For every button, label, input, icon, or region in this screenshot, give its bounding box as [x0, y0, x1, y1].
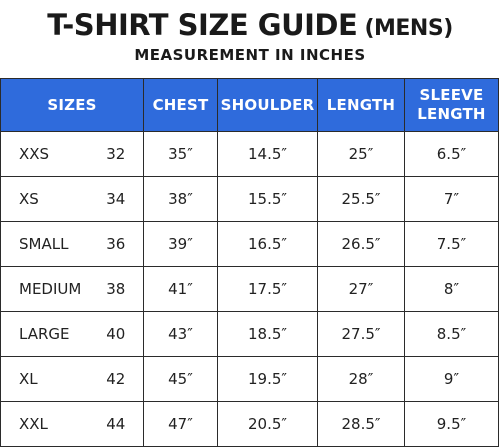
table-row: MEDIUM 38 41″ 17.5″ 27″ 8″ — [0, 266, 499, 312]
cell-size: LARGE — [0, 311, 89, 357]
table-row: XL 42 45″ 19.5″ 28″ 9″ — [0, 356, 499, 402]
cell-length: 28″ — [317, 356, 405, 402]
cell-size-number: 36 — [88, 221, 144, 267]
cell-size: XL — [0, 356, 89, 402]
cell-size-number: 40 — [88, 311, 144, 357]
size-table: SIZES CHEST SHOULDER LENGTH SLEEVE LENGTH… — [0, 78, 499, 447]
cell-chest: 43″ — [143, 311, 218, 357]
cell-length: 28.5″ — [317, 401, 405, 447]
cell-length: 26.5″ — [317, 221, 405, 267]
cell-size: SMALL — [0, 221, 89, 267]
cell-shoulder: 19.5″ — [217, 356, 318, 402]
table-body: XXS 32 35″ 14.5″ 25″ 6.5″ XS 34 38″ 15.5… — [0, 131, 499, 447]
header-sizes: SIZES — [0, 78, 144, 132]
cell-shoulder: 18.5″ — [217, 311, 318, 357]
cell-shoulder: 16.5″ — [217, 221, 318, 267]
cell-sleeve: 6.5″ — [404, 131, 499, 177]
cell-sleeve: 7.5″ — [404, 221, 499, 267]
cell-size-number: 32 — [88, 131, 144, 177]
cell-length: 25.5″ — [317, 176, 405, 222]
header-chest: CHEST — [143, 78, 218, 132]
cell-shoulder: 14.5″ — [217, 131, 318, 177]
cell-size: XXS — [0, 131, 89, 177]
cell-length: 25″ — [317, 131, 405, 177]
cell-sleeve: 9″ — [404, 356, 499, 402]
table-row: XXL 44 47″ 20.5″ 28.5″ 9.5″ — [0, 401, 499, 447]
header-sleeve-line1: SLEEVE — [419, 86, 484, 104]
title-main: T-SHIRT SIZE GUIDE — [47, 8, 358, 42]
cell-chest: 47″ — [143, 401, 218, 447]
cell-size-number: 44 — [88, 401, 144, 447]
header-sleeve-line2: LENGTH — [417, 105, 486, 123]
table-row: SMALL 36 39″ 16.5″ 26.5″ 7.5″ — [0, 221, 499, 267]
table-header: SIZES CHEST SHOULDER LENGTH SLEEVE LENGTH — [0, 78, 499, 132]
cell-shoulder: 15.5″ — [217, 176, 318, 222]
cell-size: XS — [0, 176, 89, 222]
cell-length: 27″ — [317, 266, 405, 312]
cell-chest: 39″ — [143, 221, 218, 267]
cell-chest: 38″ — [143, 176, 218, 222]
cell-sleeve: 8″ — [404, 266, 499, 312]
cell-size: MEDIUM — [0, 266, 89, 312]
page-subtitle: MEASUREMENT IN INCHES — [134, 46, 366, 64]
cell-size-number: 38 — [88, 266, 144, 312]
header-shoulder: SHOULDER — [217, 78, 318, 132]
page-title: T-SHIRT SIZE GUIDE (MENS) — [0, 8, 500, 42]
cell-sleeve: 8.5″ — [404, 311, 499, 357]
cell-chest: 41″ — [143, 266, 218, 312]
cell-shoulder: 20.5″ — [217, 401, 318, 447]
title-suffix: (MENS) — [357, 16, 453, 41]
table-row: XS 34 38″ 15.5″ 25.5″ 7″ — [0, 176, 499, 222]
cell-size-number: 34 — [88, 176, 144, 222]
cell-chest: 45″ — [143, 356, 218, 402]
table-row: XXS 32 35″ 14.5″ 25″ 6.5″ — [0, 131, 499, 177]
cell-shoulder: 17.5″ — [217, 266, 318, 312]
cell-size-number: 42 — [88, 356, 144, 402]
header-length: LENGTH — [317, 78, 405, 132]
cell-sleeve: 9.5″ — [404, 401, 499, 447]
header-sleeve-length: SLEEVE LENGTH — [404, 78, 499, 132]
cell-chest: 35″ — [143, 131, 218, 177]
cell-length: 27.5″ — [317, 311, 405, 357]
cell-size: XXL — [0, 401, 89, 447]
title-block: T-SHIRT SIZE GUIDE (MENS) MEASUREMENT IN… — [0, 0, 500, 78]
table-row: LARGE 40 43″ 18.5″ 27.5″ 8.5″ — [0, 311, 499, 357]
header-row: SIZES CHEST SHOULDER LENGTH SLEEVE LENGTH — [0, 78, 499, 132]
cell-sleeve: 7″ — [404, 176, 499, 222]
